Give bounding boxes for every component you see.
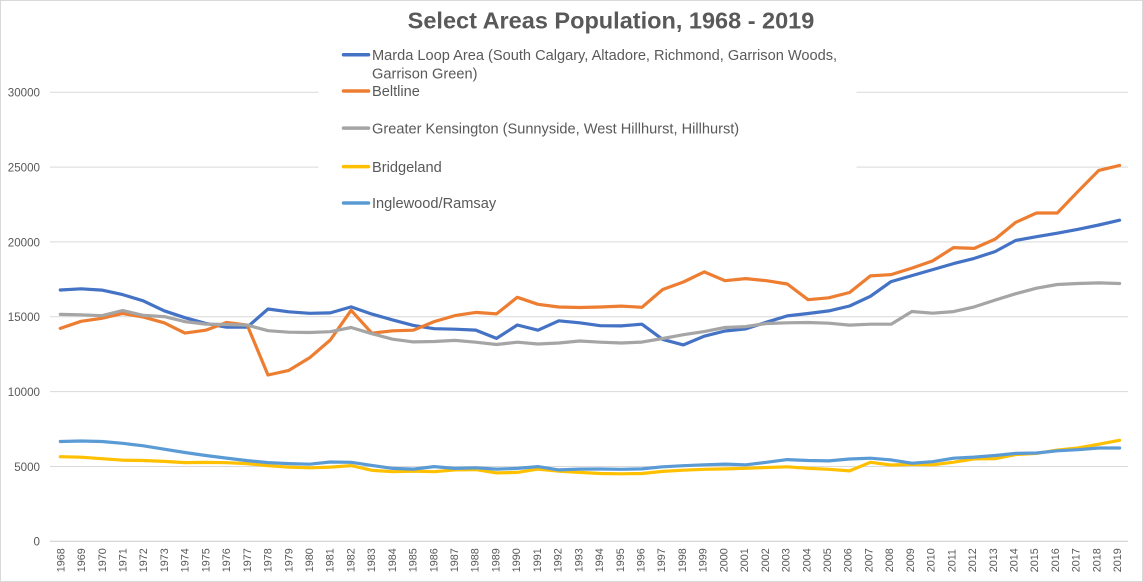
svg-text:1983: 1983 (366, 548, 378, 572)
svg-text:2001: 2001 (739, 548, 751, 572)
svg-text:1988: 1988 (470, 548, 482, 572)
svg-text:Garrison Green): Garrison Green) (372, 66, 477, 82)
svg-text:2000: 2000 (718, 548, 730, 572)
svg-text:0: 0 (34, 536, 40, 549)
svg-text:1995: 1995 (615, 548, 627, 572)
svg-text:1987: 1987 (449, 548, 461, 572)
svg-text:2010: 2010 (926, 548, 938, 572)
svg-text:1996: 1996 (636, 548, 648, 572)
svg-text:2003: 2003 (781, 548, 793, 572)
svg-text:1978: 1978 (263, 548, 275, 572)
svg-text:1989: 1989 (491, 548, 503, 572)
svg-text:2005: 2005 (822, 548, 834, 572)
svg-text:1979: 1979 (283, 548, 295, 572)
svg-text:Inglewood/Ramsay: Inglewood/Ramsay (372, 196, 497, 212)
svg-text:Marda Loop Area (South Calgary: Marda Loop Area (South Calgary, Altadore… (372, 48, 837, 64)
svg-text:30000: 30000 (8, 87, 40, 100)
svg-text:2002: 2002 (760, 548, 772, 572)
svg-text:Greater Kensington (Sunnyside,: Greater Kensington (Sunnyside, West Hill… (372, 121, 739, 137)
svg-text:1975: 1975 (200, 548, 212, 572)
svg-text:15000: 15000 (8, 311, 40, 324)
svg-text:25000: 25000 (8, 162, 40, 175)
svg-text:1970: 1970 (97, 548, 109, 572)
svg-text:2015: 2015 (1029, 548, 1041, 572)
svg-text:1993: 1993 (573, 548, 585, 572)
svg-text:1999: 1999 (698, 548, 710, 572)
svg-text:1981: 1981 (325, 548, 337, 572)
svg-text:2019: 2019 (1112, 548, 1124, 572)
svg-text:1982: 1982 (345, 548, 357, 572)
svg-text:2007: 2007 (863, 548, 875, 572)
svg-text:20000: 20000 (8, 236, 40, 249)
svg-text:1994: 1994 (594, 548, 606, 572)
svg-text:2006: 2006 (843, 548, 855, 572)
svg-text:1971: 1971 (118, 548, 130, 572)
svg-text:2016: 2016 (1050, 548, 1062, 572)
svg-text:Beltline: Beltline (372, 84, 420, 100)
svg-text:1998: 1998 (677, 548, 689, 572)
svg-text:2014: 2014 (1009, 548, 1021, 572)
svg-text:Bridgeland: Bridgeland (372, 160, 442, 176)
svg-text:1980: 1980 (304, 548, 316, 572)
svg-text:1972: 1972 (138, 548, 150, 572)
svg-text:1968: 1968 (55, 548, 67, 572)
svg-text:1991: 1991 (532, 548, 544, 572)
svg-text:1973: 1973 (159, 548, 171, 572)
svg-text:2008: 2008 (884, 548, 896, 572)
svg-text:10000: 10000 (8, 386, 40, 399)
svg-text:2004: 2004 (801, 548, 813, 572)
svg-text:1992: 1992 (553, 548, 565, 572)
svg-text:5000: 5000 (14, 461, 40, 474)
svg-text:1986: 1986 (428, 548, 440, 572)
svg-text:1985: 1985 (408, 548, 420, 572)
svg-text:1974: 1974 (180, 548, 192, 572)
svg-text:1990: 1990 (511, 548, 523, 572)
svg-text:1976: 1976 (221, 548, 233, 572)
svg-text:Select Areas Population, 1968: Select Areas Population, 1968 - 2019 (408, 7, 815, 33)
svg-text:2012: 2012 (967, 548, 979, 572)
svg-text:2018: 2018 (1091, 548, 1103, 572)
svg-text:1977: 1977 (242, 548, 254, 572)
svg-text:2011: 2011 (946, 549, 958, 572)
svg-text:1997: 1997 (656, 548, 668, 572)
svg-text:2009: 2009 (905, 548, 917, 572)
svg-text:2017: 2017 (1071, 548, 1083, 572)
svg-text:1969: 1969 (76, 548, 88, 572)
svg-text:2013: 2013 (988, 548, 1000, 572)
svg-text:1984: 1984 (387, 548, 399, 572)
